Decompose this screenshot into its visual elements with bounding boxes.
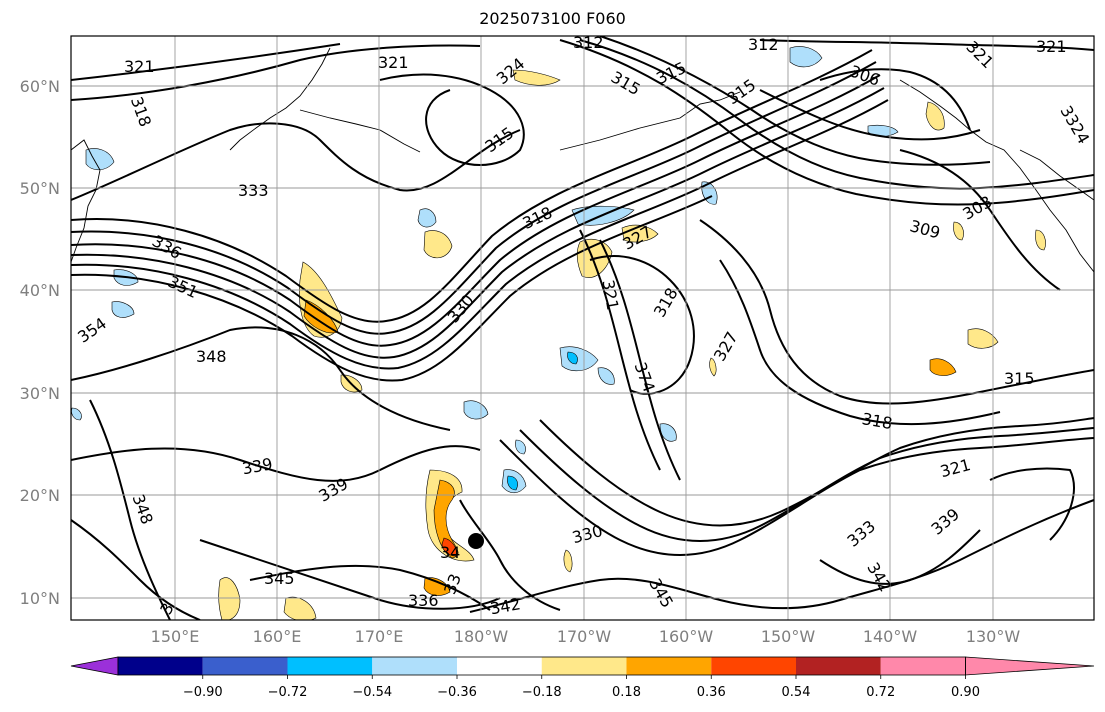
contour-label: 321 (378, 53, 409, 72)
lon-label: 170°W (557, 627, 612, 646)
lat-label: 50°N (20, 179, 60, 198)
colorbar-tick-label: −0.54 (352, 685, 392, 700)
longitude-labels: 150°E 160°E 170°E 180°W 170°W 160°W 150°… (151, 627, 1021, 646)
shaded-negative-areas (71, 46, 899, 494)
lat-label: 20°N (20, 486, 60, 505)
lon-label: 160°E (253, 627, 302, 646)
colorbar-tick-label: 0.54 (782, 685, 811, 700)
colorbar-segment (202, 657, 288, 675)
contour-label: 315 (1004, 369, 1035, 388)
colorbar-extend-right (965, 656, 1095, 676)
colorbar-segment (541, 657, 627, 675)
gridlines (71, 36, 1094, 620)
lon-label: 140°W (863, 627, 918, 646)
colorbar-extend-left (70, 656, 119, 676)
colorbar-tick-label: 0.36 (697, 685, 726, 700)
contour-label: 312 (573, 33, 604, 52)
contour-label: 348 (196, 347, 227, 366)
latitude-labels: 60°N 50°N 40°N 30°N 20°N 10°N (20, 77, 60, 608)
lat-label: 40°N (20, 281, 60, 300)
lon-label: 180°W (454, 627, 509, 646)
contour-label: 336 (408, 591, 439, 610)
contour-label: 321 (124, 57, 155, 76)
contour-label: 345 (264, 569, 295, 588)
lon-label: 160°W (659, 627, 714, 646)
colorbar: −0.90 −0.72 −0.54 −0.36 −0.18 0.18 0.36 … (70, 656, 1095, 700)
plot-frame (70, 35, 1095, 621)
lat-label: 60°N (20, 77, 60, 96)
contour-lines (71, 36, 1094, 620)
colorbar-segment (880, 657, 966, 675)
contour-label: 34 (440, 543, 460, 562)
lat-label: 30°N (20, 384, 60, 403)
colorbar-tick-label: −0.72 (268, 685, 308, 700)
contour-label: 321 (1036, 37, 1067, 56)
lon-label: 150°W (761, 627, 816, 646)
lon-label: 150°E (151, 627, 200, 646)
colorbar-segment (457, 657, 542, 675)
colorbar-segment (626, 657, 712, 675)
lat-label: 10°N (20, 589, 60, 608)
colorbar-segment (711, 657, 796, 675)
lon-label: 130°W (966, 627, 1021, 646)
colorbar-segment (796, 657, 881, 675)
contour-label: 333 (238, 181, 269, 200)
map-title: 2025073100 F060 (479, 9, 626, 28)
colorbar-tick-label: −0.36 (437, 685, 477, 700)
colorbar-tick-label: 0.18 (612, 685, 641, 700)
shaded-positive-areas (218, 69, 1046, 620)
colorbar-segment (118, 657, 203, 675)
colorbar-segment (372, 657, 457, 675)
colorbar-segment (287, 657, 373, 675)
coastlines (71, 47, 1094, 273)
storm-center-marker (468, 533, 484, 549)
colorbar-tick-label: 0.90 (951, 685, 980, 700)
colorbar-tick-label: 0.72 (866, 685, 895, 700)
contour-label: 312 (748, 35, 779, 54)
colorbar-tick-label: −0.90 (183, 685, 223, 700)
lon-label: 170°E (355, 627, 404, 646)
colorbar-tick-label: −0.18 (522, 685, 562, 700)
